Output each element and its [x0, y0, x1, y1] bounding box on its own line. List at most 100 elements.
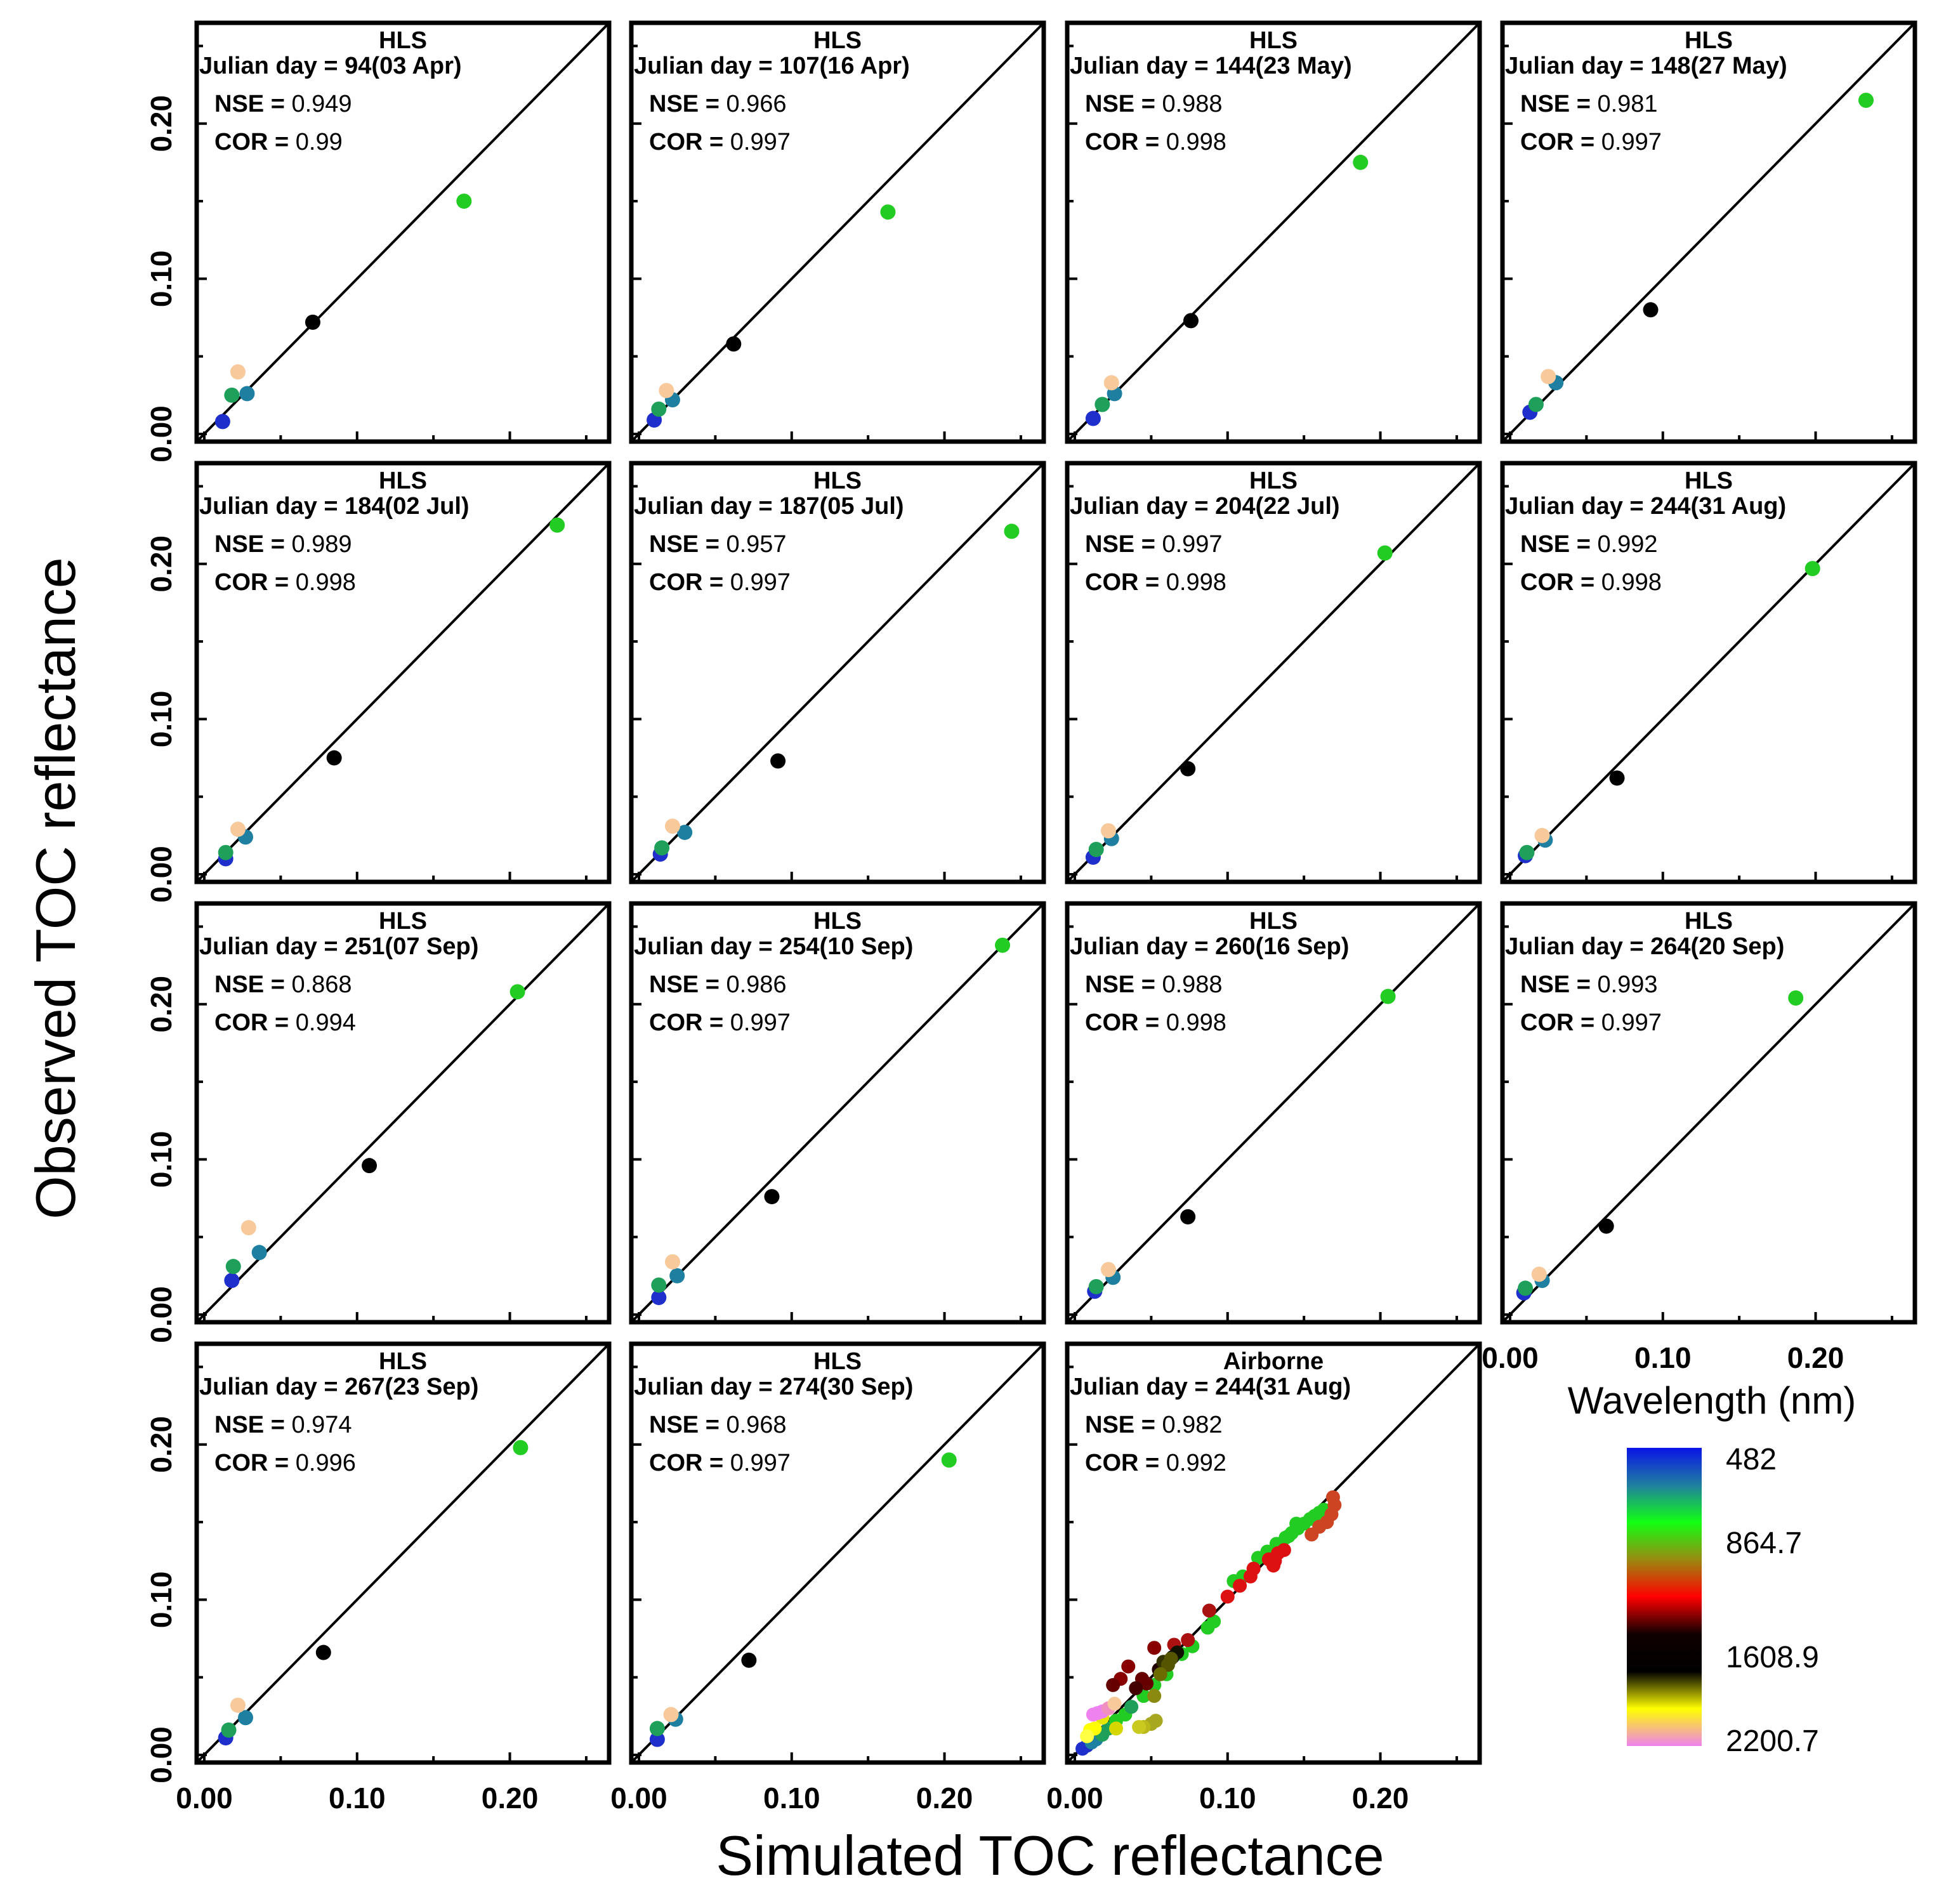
data-point	[651, 1290, 667, 1306]
data-point	[1148, 1714, 1163, 1728]
data-point	[664, 818, 680, 834]
x-tick-label: 0.20	[1787, 1341, 1844, 1374]
colorbar: Wavelength (nm) 482 864.7 1608.9 2200.7	[1568, 1379, 1857, 1758]
data-point	[1094, 397, 1110, 412]
cor-stat: COR = 0.99	[214, 129, 343, 155]
data-point	[1305, 1527, 1319, 1542]
data-point	[1153, 1667, 1167, 1681]
x-tick-label: 0.10	[329, 1782, 386, 1815]
data-point	[1289, 1516, 1304, 1531]
panel-title: Julian day = 267(23 Sep)	[199, 1374, 478, 1400]
data-point	[1100, 1262, 1116, 1278]
data-point	[1268, 1554, 1282, 1568]
y-axis-label: Observed TOC reflectance	[24, 557, 87, 1219]
data-point	[726, 336, 742, 352]
data-point	[669, 1268, 685, 1284]
data-point	[1609, 770, 1625, 786]
data-point	[1132, 1719, 1147, 1734]
data-point	[1380, 988, 1396, 1004]
nse-stat: NSE = 0.974	[214, 1412, 352, 1438]
y-tick-label: 0.10	[145, 251, 178, 308]
panel-title: Julian day = 244(31 Aug)	[1505, 493, 1786, 520]
one-to-one-line	[631, 463, 1044, 882]
colorbar-label: 2200.7	[1726, 1724, 1819, 1758]
y-tick-label: 0.00	[145, 1286, 178, 1343]
y-tick-label: 0.10	[145, 1572, 178, 1629]
cor-stat: COR = 0.998	[214, 569, 356, 596]
x-tick-label: 0.00	[176, 1782, 233, 1815]
cor-stat: COR = 0.998	[1085, 569, 1226, 596]
y-tick-label: 0.20	[145, 1416, 178, 1473]
one-to-one-line	[197, 463, 609, 882]
data-point	[677, 824, 693, 840]
panel-title: Julian day = 251(07 Sep)	[199, 933, 478, 960]
data-point	[1541, 369, 1556, 384]
data-point	[509, 984, 525, 1000]
data-point	[770, 753, 786, 769]
panel-title: Julian day = 187(05 Jul)	[634, 493, 904, 520]
data-point	[1147, 1689, 1162, 1704]
data-point	[1088, 1278, 1104, 1294]
data-point	[1107, 1697, 1122, 1711]
panel-source-label: HLS	[379, 27, 427, 54]
panel-source-label: HLS	[813, 908, 862, 935]
nse-stat: NSE = 0.982	[1085, 1412, 1223, 1438]
data-point	[1519, 844, 1535, 860]
data-point	[1109, 1721, 1124, 1736]
y-tick-label: 0.10	[145, 1131, 178, 1188]
data-point	[1207, 1614, 1221, 1629]
data-point	[663, 1707, 679, 1723]
data-point	[1129, 1681, 1143, 1695]
data-point	[1103, 375, 1119, 391]
panel-source-label: HLS	[1685, 468, 1733, 494]
data-point	[1325, 1490, 1340, 1504]
data-point	[1643, 302, 1659, 318]
data-point	[649, 1731, 665, 1747]
panel-title: Julian day = 264(20 Sep)	[1505, 933, 1784, 960]
data-point	[1121, 1659, 1136, 1674]
panel-title: Julian day = 94(03 Apr)	[199, 53, 462, 79]
colorbar-title: Wavelength (nm)	[1568, 1379, 1857, 1422]
nse-stat: NSE = 0.986	[649, 971, 787, 998]
data-point	[1243, 1569, 1258, 1584]
data-point	[326, 750, 342, 766]
data-point	[1282, 1529, 1296, 1544]
one-to-one-line	[1502, 463, 1915, 882]
data-point	[1518, 1280, 1534, 1296]
data-point	[1164, 1651, 1178, 1666]
cor-stat: COR = 0.998	[1520, 569, 1662, 596]
cor-stat: COR = 0.998	[1085, 129, 1226, 155]
data-point	[659, 383, 674, 398]
cor-stat: COR = 0.997	[649, 1009, 791, 1036]
x-tick-label: 0.10	[1199, 1782, 1256, 1815]
data-point	[1531, 1266, 1547, 1282]
data-point	[315, 1645, 331, 1660]
nse-stat: NSE = 0.997	[1085, 531, 1223, 558]
nse-stat: NSE = 0.957	[649, 531, 787, 558]
data-point	[1180, 761, 1196, 777]
cor-stat: COR = 0.997	[649, 569, 791, 596]
one-to-one-line	[1067, 903, 1480, 1322]
data-point	[995, 937, 1011, 953]
data-point	[1180, 1209, 1196, 1224]
nse-stat: NSE = 0.989	[214, 531, 352, 558]
data-point	[1598, 1218, 1614, 1234]
data-point	[1220, 1589, 1235, 1604]
data-point	[1086, 1707, 1100, 1722]
data-point	[880, 204, 896, 220]
data-point	[649, 1721, 665, 1737]
one-to-one-line	[197, 23, 609, 442]
data-point	[230, 822, 246, 837]
nse-stat: NSE = 0.981	[1520, 91, 1658, 117]
panel-title: Julian day = 244(31 Aug)	[1070, 1374, 1351, 1400]
data-point	[1788, 990, 1804, 1006]
y-tick-label: 0.00	[145, 846, 178, 903]
x-tick-label: 0.00	[610, 1782, 667, 1815]
